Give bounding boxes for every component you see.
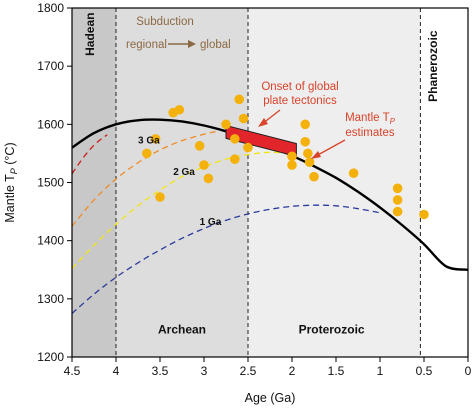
- estimate-point: [392, 195, 403, 205]
- estimate-point: [174, 104, 185, 115]
- estimate-point: [300, 136, 311, 147]
- estimate-point: [238, 113, 249, 124]
- x-tick-label: 2: [289, 364, 296, 378]
- y-tick-label: 1700: [37, 59, 64, 73]
- estimates-arrow: [315, 139, 346, 157]
- estimate-point: [287, 151, 297, 162]
- estimate-point: [234, 94, 244, 105]
- estimates-label-line1: Mantle TP: [345, 112, 396, 126]
- y-axis-title-subscript: P: [9, 168, 19, 174]
- estimate-point: [309, 171, 319, 182]
- y-tick-label: 1200: [37, 350, 64, 364]
- x-tick-label: 0.5: [416, 364, 433, 378]
- eon-label-phanerozoic: Phanerozoic: [426, 30, 440, 102]
- eon-band-archean: [116, 8, 248, 357]
- x-tick-label: 3: [201, 364, 208, 378]
- eon-label-hadean: Hadean: [83, 12, 97, 55]
- eon-label-proterozoic: Proterozoic: [299, 323, 365, 337]
- estimate-point: [348, 168, 359, 178]
- estimate-point: [304, 157, 315, 167]
- estimate-point: [392, 183, 403, 194]
- estimate-point: [199, 160, 209, 170]
- series-label: 3 Ga: [138, 136, 160, 147]
- x-axis-title: Age (Ga): [245, 391, 296, 405]
- estimate-point: [221, 119, 231, 130]
- estimate-point: [150, 134, 161, 144]
- estimate-point: [230, 154, 240, 165]
- y-axis-title-unit: (°C): [3, 142, 17, 168]
- estimate-point: [300, 119, 311, 130]
- estimate-point: [203, 173, 214, 184]
- estimate-point: [155, 192, 165, 202]
- x-tick-label: 3.5: [152, 364, 169, 378]
- estimate-point: [303, 148, 313, 159]
- subduction-arrowhead: [188, 40, 196, 48]
- onset-arrowhead: [258, 118, 268, 127]
- series-label: 1 Ga: [200, 217, 222, 228]
- y-tick-label: 1800: [37, 1, 64, 15]
- y-tick-label: 1600: [37, 117, 64, 131]
- chart-labels: 3 Ga 2 Ga 1 Ga Hadean Archean Proterozoic Phan…: [83, 12, 440, 336]
- estimate-point: [230, 134, 240, 144]
- x-tick-label: 2.5: [240, 364, 257, 378]
- x-tick-label: 4.5: [64, 364, 81, 378]
- y-tick-label: 1500: [37, 176, 64, 190]
- subduction-global: global: [200, 39, 231, 51]
- onset-label-line1: Onset of global: [261, 81, 338, 93]
- estimates-label-subscript: P: [390, 117, 396, 126]
- subduction-title: Subduction: [136, 16, 194, 28]
- y-tick-label: 1400: [37, 234, 64, 248]
- estimate-point: [419, 209, 429, 220]
- x-tick-label: 0: [465, 364, 472, 378]
- onset-label-line2: plate tectonics: [263, 95, 337, 107]
- model-curve-dashed-3: [71, 151, 293, 270]
- eon-label-archean: Archean: [158, 323, 206, 337]
- estimate-point: [392, 206, 403, 217]
- series-label: 2 Ga: [173, 167, 195, 178]
- estimates-arrowhead: [311, 151, 321, 159]
- model-curve-dashed-4: [71, 204, 381, 314]
- subduction-regional: regional: [126, 39, 167, 51]
- eon-band-proterozoic: [248, 8, 421, 357]
- eon-backgrounds: [72, 8, 468, 357]
- eon-band-phanerozoic: [420, 8, 468, 357]
- eon-band-hadean: [72, 8, 116, 357]
- estimate-point: [287, 160, 297, 170]
- estimate-points: [142, 94, 429, 220]
- x-tick-label: 4: [113, 364, 120, 378]
- y-tick-label: 1300: [37, 292, 64, 306]
- estimate-point: [194, 141, 205, 151]
- estimates-label-line2: estimates: [345, 127, 394, 139]
- y-axis-title: Mantle TP (°C): [3, 142, 19, 222]
- x-tick-label: 1.5: [328, 364, 345, 378]
- x-tick-label: 1: [377, 364, 384, 378]
- model-curve-dashed-1: [71, 134, 108, 175]
- eon-dividers: [115, 8, 421, 357]
- estimate-point: [142, 148, 152, 159]
- estimate-point: [243, 142, 253, 153]
- axes: 4.5 4 3.5 3 2.5 2 1.5 1 0.5 0 1200 1300 1400 1500 1600…: [3, 1, 472, 405]
